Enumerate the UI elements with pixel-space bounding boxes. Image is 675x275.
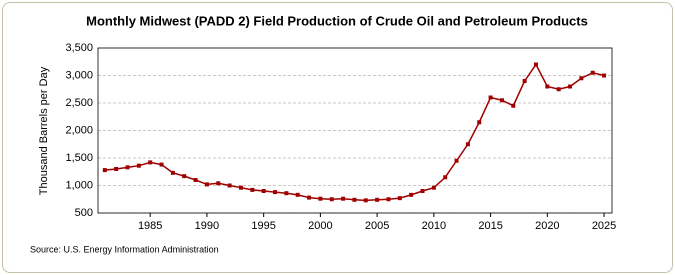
data-point xyxy=(556,87,561,92)
x-tick-label: 1990 xyxy=(195,220,219,232)
data-point xyxy=(409,192,414,197)
data-point xyxy=(329,197,334,202)
x-tick-label: 2025 xyxy=(592,220,616,232)
data-point xyxy=(443,175,448,180)
x-tick-label: 2005 xyxy=(365,220,389,232)
x-tick-label: 2010 xyxy=(422,220,446,232)
data-point xyxy=(488,95,493,100)
data-point xyxy=(397,196,402,201)
data-line xyxy=(104,63,605,202)
y-tick-label: 3,000 xyxy=(65,69,93,81)
data-point xyxy=(499,98,504,103)
data-point xyxy=(590,70,595,75)
source-note: Source: U.S. Energy Information Administ… xyxy=(30,244,219,254)
y-tick-label: 2,000 xyxy=(65,124,93,136)
data-point xyxy=(579,76,584,81)
chart-title: Monthly Midwest (PADD 2) Field Productio… xyxy=(86,13,588,28)
x-tick-label: 2000 xyxy=(308,220,332,232)
data-point xyxy=(261,189,266,193)
data-point xyxy=(170,170,175,175)
data-point xyxy=(250,187,255,192)
data-point xyxy=(545,84,550,89)
data-point xyxy=(148,160,153,165)
x-tick-label: 1985 xyxy=(138,220,162,232)
data-point xyxy=(341,196,346,201)
data-point xyxy=(465,142,470,147)
y-tick-label: 2,500 xyxy=(65,97,93,109)
data-point xyxy=(284,191,289,196)
data-point xyxy=(216,181,221,186)
data-point xyxy=(352,197,357,202)
y-axis-label: Thousand Barrels per Day xyxy=(38,66,50,195)
data-point xyxy=(522,79,527,83)
y-tick-label: 3,500 xyxy=(65,42,93,54)
data-point xyxy=(182,174,187,179)
data-point xyxy=(273,190,278,195)
data-point xyxy=(568,84,573,89)
data-point xyxy=(602,73,607,78)
data-point xyxy=(511,103,516,108)
plot-border xyxy=(97,47,613,214)
x-tick-label: 2020 xyxy=(535,220,559,232)
data-point xyxy=(295,192,300,197)
data-point xyxy=(125,165,130,170)
data-point xyxy=(238,185,243,190)
data-point xyxy=(102,168,107,173)
data-point xyxy=(193,178,198,182)
data-point xyxy=(318,196,323,201)
y-tick-label: 1,000 xyxy=(65,179,93,191)
x-tick-label: 2015 xyxy=(478,220,502,232)
data-point xyxy=(420,189,425,193)
data-point xyxy=(136,163,141,168)
data-point xyxy=(307,195,312,200)
data-point xyxy=(227,183,232,188)
data-point xyxy=(431,185,436,190)
y-tick-label: 500 xyxy=(75,207,93,219)
data-point xyxy=(533,62,538,67)
data-point xyxy=(159,162,164,167)
data-point xyxy=(477,120,482,125)
x-tick-label: 1995 xyxy=(251,220,275,232)
data-point xyxy=(204,182,209,187)
data-point xyxy=(386,197,391,202)
chart-frame xyxy=(2,2,673,273)
data-point xyxy=(114,167,119,171)
data-point xyxy=(454,158,459,163)
data-point xyxy=(375,197,380,202)
y-tick-label: 1,500 xyxy=(65,152,93,164)
data-point xyxy=(363,198,368,203)
